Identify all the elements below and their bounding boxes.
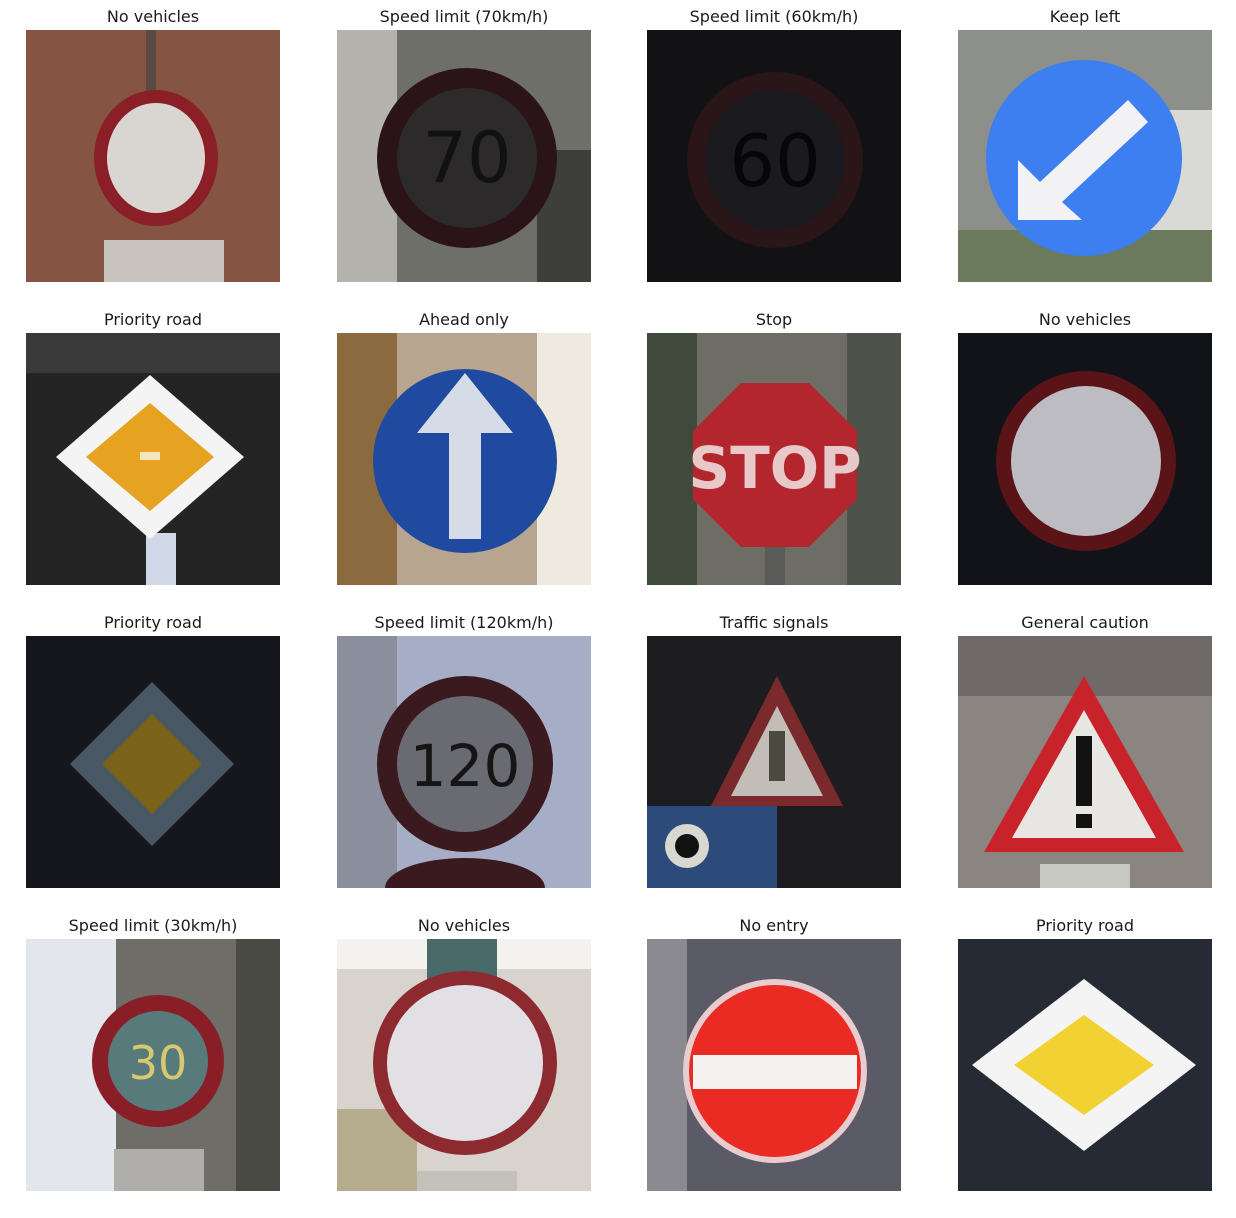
svg-text:60: 60 (729, 119, 821, 203)
no-vehicles-sign-icon (958, 333, 1212, 585)
panel-title: Priority road (1035, 916, 1134, 935)
panel: Speed limit (60km/h) 60 (647, 0, 901, 282)
speed-limit-70-sign-icon: 70 (337, 30, 591, 282)
panel: Speed limit (70km/h) 70 (337, 0, 591, 282)
sign-image: 70 (337, 30, 591, 282)
priority-road-sign-icon (26, 636, 280, 888)
svg-text:120: 120 (410, 732, 521, 800)
no-vehicles-sign-icon (337, 939, 591, 1191)
panel-title: Ahead only (419, 310, 509, 329)
sign-image (647, 636, 901, 888)
sign-image (958, 30, 1212, 282)
panel-title: General caution (1021, 613, 1149, 632)
panel: Speed limit (30km/h) 30 (26, 909, 280, 1191)
stop-sign-icon: STOP (647, 333, 901, 585)
panel-title: Priority road (103, 310, 202, 329)
svg-text:70: 70 (422, 117, 511, 199)
sign-image (26, 30, 280, 282)
panel-title: No vehicles (1038, 310, 1132, 329)
svg-text:30: 30 (129, 1036, 188, 1090)
sign-image: 60 (647, 30, 901, 282)
sign-image (26, 333, 280, 585)
sign-image (647, 939, 901, 1191)
priority-road-sign-icon (958, 939, 1212, 1191)
sign-image: 120 (337, 636, 591, 888)
panel-title: Traffic signals (719, 613, 829, 632)
panel: General caution (958, 606, 1212, 888)
panel-title: Stop (755, 310, 793, 329)
panel: Stop STOP (647, 303, 901, 585)
panel: No vehicles (958, 303, 1212, 585)
speed-limit-120-sign-icon: 120 (337, 636, 591, 888)
sign-image: 30 (26, 939, 280, 1191)
panel-title: Speed limit (120km/h) (374, 613, 554, 632)
speed-limit-60-sign-icon: 60 (647, 30, 901, 282)
no-vehicles-sign-icon (26, 30, 280, 282)
panel: No vehicles (337, 909, 591, 1191)
panel-title: Speed limit (30km/h) (68, 916, 238, 935)
sign-image (26, 636, 280, 888)
sign-image: STOP (647, 333, 901, 585)
panel: Ahead only (337, 303, 591, 585)
priority-road-sign-icon (26, 333, 280, 585)
panel-title: No entry (739, 916, 809, 935)
panel-title: Priority road (103, 613, 202, 632)
panel-title: Speed limit (70km/h) (379, 7, 549, 26)
panel-title: Keep left (1049, 7, 1121, 26)
sign-image (958, 636, 1212, 888)
speed-limit-30-sign-icon: 30 (26, 939, 280, 1191)
general-caution-sign-icon (958, 636, 1212, 888)
panel: Speed limit (120km/h) 120 (337, 606, 591, 888)
panel: Priority road (958, 909, 1212, 1191)
panel: No entry (647, 909, 901, 1191)
traffic-signals-sign-icon (647, 636, 901, 888)
sign-image (958, 333, 1212, 585)
panel-title: No vehicles (106, 7, 200, 26)
panel: Keep left (958, 0, 1212, 282)
sign-image (337, 333, 591, 585)
panel: Traffic signals (647, 606, 901, 888)
sign-image (958, 939, 1212, 1191)
keep-left-sign-icon (958, 30, 1212, 282)
panel: No vehicles (26, 0, 280, 282)
panel: Priority road (26, 303, 280, 585)
panel-title: Speed limit (60km/h) (689, 7, 859, 26)
no-entry-sign-icon (647, 939, 901, 1191)
panel: Priority road (26, 606, 280, 888)
svg-text:STOP: STOP (688, 434, 861, 502)
ahead-only-sign-icon (337, 333, 591, 585)
panel-title: No vehicles (417, 916, 511, 935)
sign-image (337, 939, 591, 1191)
